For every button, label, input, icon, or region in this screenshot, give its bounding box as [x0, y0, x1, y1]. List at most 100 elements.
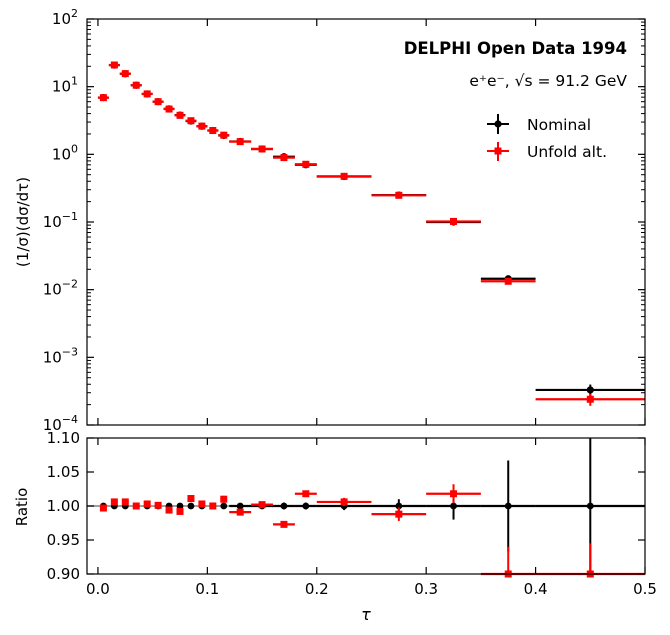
top-y-tick-label: 101 [52, 75, 78, 96]
top-axes-frame [86, 18, 646, 426]
marker-unfold-alt [176, 111, 184, 119]
marker-unfold-alt [110, 61, 118, 69]
ratio-marker-unfold-alt [176, 507, 184, 515]
x-tick-label: 0.4 [524, 580, 548, 598]
ratio-point [198, 500, 206, 508]
ratio-marker-unfold-alt [236, 508, 244, 516]
ratio-point [143, 500, 151, 508]
legend-marker-unfold-alt [487, 142, 509, 161]
ratio-series-unfold-alt [99, 484, 645, 578]
ratio-point [165, 506, 173, 514]
legend-label-unfold-alt: Unfold alt. [527, 143, 607, 161]
x-tick-label: 0.2 [305, 580, 329, 598]
legend: Nominal Unfold alt. [487, 114, 607, 161]
top-y-tick-label: 10−3 [43, 345, 78, 366]
ratio-point [132, 502, 140, 510]
x-axis-label: τ [361, 605, 371, 624]
ratio-marker-unfold-alt [340, 498, 348, 506]
ratio-point [209, 502, 217, 510]
ratio-point [187, 495, 195, 503]
ratio-marker-nominal [395, 502, 403, 510]
data-point [119, 70, 131, 78]
marker-unfold-alt [395, 191, 403, 199]
data-point [371, 191, 427, 199]
ratio-point [294, 502, 317, 510]
ratio-marker-unfold-alt [143, 500, 151, 508]
top-axis-ticks: 10−4 10−3 10−2 10−1 100 101 102 [43, 7, 646, 434]
top-y-tick-label: 10−2 [43, 278, 78, 299]
marker-unfold-alt [154, 98, 162, 106]
ratio-marker-nominal [187, 502, 195, 510]
data-point [316, 172, 372, 180]
data-point [207, 127, 219, 135]
marker-unfold-alt [165, 105, 173, 113]
bottom-y-tick-label: 1.00 [47, 497, 80, 515]
ratio-marker-nominal [504, 502, 512, 510]
marker-unfold-alt [340, 172, 348, 180]
data-point [141, 90, 153, 98]
ratio-point [187, 502, 195, 510]
bottom-y-tick-label: 0.90 [47, 565, 80, 583]
ratio-point [273, 502, 295, 510]
chart-title: DELPHI Open Data 1994 [404, 39, 627, 58]
data-point [174, 111, 186, 119]
ratio-point [220, 502, 228, 510]
data-point [130, 81, 142, 89]
data-point [108, 61, 120, 69]
data-point [251, 145, 273, 153]
data-point [152, 98, 164, 106]
bottom-panel: 0.90 0.95 1.00 1.05 1.10 0.0 0.1 0.2 0.3 0.4 0.5 R… [13, 429, 657, 624]
ratio-point [229, 502, 252, 510]
marker-unfold-alt [280, 154, 288, 162]
ratio-marker-nominal [236, 502, 244, 510]
ratio-marker-nominal [450, 502, 457, 510]
ratio-point [294, 490, 317, 498]
data-point [218, 131, 230, 139]
top-panel: 10−4 10−3 10−2 10−1 100 101 102 DELPHI Open Da… [14, 7, 646, 434]
ratio-marker-unfold-alt [220, 495, 228, 503]
marker-unfold-alt [586, 395, 594, 403]
ratio-point [220, 495, 228, 503]
marker-unfold-alt [236, 138, 244, 146]
data-point [163, 105, 175, 113]
data-point [480, 277, 536, 285]
marker-unfold-alt [209, 127, 217, 135]
top-y-tick-label: 10−4 [43, 413, 78, 434]
data-point [97, 94, 109, 102]
x-tick-label: 0.0 [86, 580, 110, 598]
ratio-marker-unfold-alt [280, 520, 288, 528]
ratio-marker-unfold-alt [165, 506, 173, 514]
data-point [273, 154, 295, 162]
top-y-tick-label: 102 [52, 7, 78, 28]
marker-unfold-alt [99, 94, 107, 102]
marker-unfold-alt [450, 217, 458, 225]
ratio-marker-unfold-alt [395, 510, 403, 518]
bottom-axis-ticks: 0.90 0.95 1.00 1.05 1.10 0.0 0.1 0.2 0.3 0.4 0.5 [47, 429, 657, 598]
data-point [426, 217, 481, 225]
x-tick-label: 0.1 [195, 580, 219, 598]
bottom-data-marks [99, 438, 645, 578]
ratio-marker-unfold-alt [302, 490, 310, 498]
x-tick-label: 0.3 [414, 580, 438, 598]
marker-unfold-alt [187, 117, 195, 125]
ratio-marker-unfold-alt [132, 502, 140, 510]
ratio-marker-nominal [176, 502, 184, 510]
bottom-y-tick-label: 1.10 [47, 429, 80, 447]
ratio-marker-nominal [220, 502, 228, 510]
ratio-marker-unfold-alt [209, 502, 217, 510]
top-y-tick-label: 10−1 [43, 210, 78, 231]
marker-unfold-alt [121, 70, 129, 78]
ratio-point [371, 507, 427, 521]
x-tick-label: 0.5 [633, 580, 657, 598]
marker-unfold-alt [132, 81, 140, 89]
top-y-tick-label: 100 [52, 142, 78, 163]
ratio-point [176, 502, 184, 510]
ratio-marker-unfold-alt [450, 490, 458, 498]
marker-unfold-alt [143, 90, 151, 98]
bottom-y-axis-label: Ratio [13, 488, 31, 527]
ratio-point [229, 508, 252, 516]
ratio-point [154, 501, 162, 509]
ratio-marker-unfold-alt [154, 501, 162, 509]
